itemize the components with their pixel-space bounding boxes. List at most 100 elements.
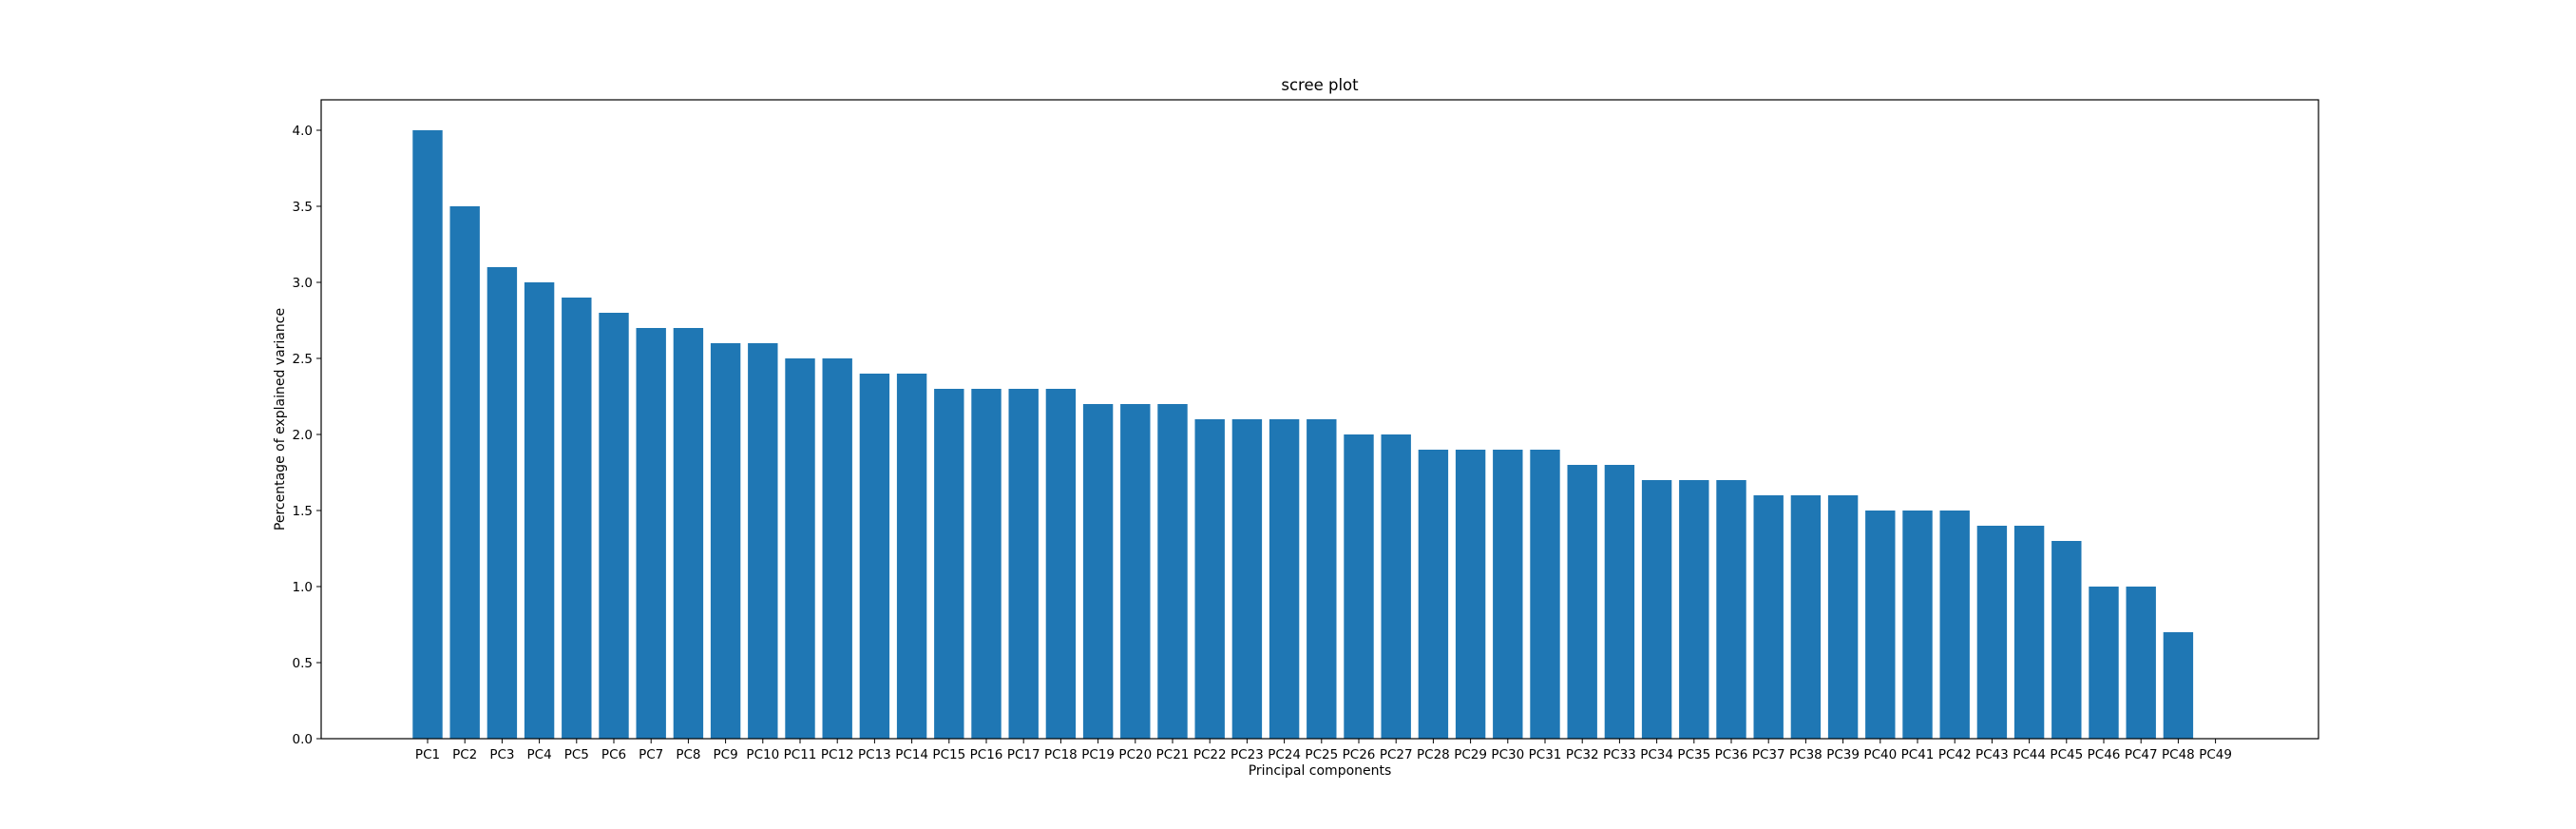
x-tick-label: PC24 — [1268, 747, 1301, 762]
bar-pc30 — [1493, 450, 1523, 739]
bar-pc13 — [859, 374, 890, 739]
bar-pc34 — [1641, 480, 1672, 739]
y-axis: 0.0 0.5 1.0 1.5 2.0 2.5 3.0 3.5 4.0 — [293, 124, 321, 747]
bar-pc8 — [673, 328, 704, 739]
x-tick-label: PC3 — [489, 747, 514, 762]
x-tick-label: PC23 — [1231, 747, 1264, 762]
bar-pc11 — [785, 358, 815, 739]
x-axis: PC1 PC2 PC3 PC4 PC5 PC6 PC7 PC8 PC9 PC10 PC11 PC12 P… — [415, 739, 2232, 762]
x-tick-label: PC19 — [1081, 747, 1115, 762]
x-tick-label: PC40 — [1863, 747, 1897, 762]
x-tick-label: PC21 — [1156, 747, 1190, 762]
x-tick-label: PC25 — [1305, 747, 1338, 762]
bars-group — [412, 130, 2194, 739]
x-tick-label: PC38 — [1789, 747, 1822, 762]
x-tick-label: PC45 — [2050, 747, 2083, 762]
x-tick-label: PC22 — [1193, 747, 1227, 762]
bar-pc31 — [1530, 450, 1560, 739]
x-tick-label: PC26 — [1343, 747, 1376, 762]
bar-pc12 — [822, 358, 852, 739]
x-tick-label: PC35 — [1677, 747, 1710, 762]
y-tick-label: 2.5 — [293, 352, 313, 367]
x-tick-label: PC2 — [452, 747, 477, 762]
bar-pc25 — [1307, 419, 1337, 739]
bar-pc37 — [1753, 495, 1784, 739]
x-tick-label: PC48 — [2162, 747, 2195, 762]
y-tick-label: 0.5 — [293, 656, 313, 671]
y-tick-label: 3.0 — [293, 276, 313, 291]
bar-pc14 — [896, 374, 927, 739]
x-tick-label: PC43 — [1975, 747, 2009, 762]
bar-pc38 — [1790, 495, 1822, 739]
x-tick-label: PC27 — [1380, 747, 1413, 762]
x-tick-label: PC14 — [895, 747, 928, 762]
bar-pc17 — [1008, 389, 1039, 739]
x-tick-label: PC10 — [746, 747, 779, 762]
bar-pc5 — [562, 298, 592, 739]
x-tick-label: PC39 — [1826, 747, 1860, 762]
bar-pc33 — [1604, 465, 1635, 739]
bar-pc9 — [710, 343, 741, 739]
x-tick-label: PC28 — [1417, 747, 1450, 762]
bar-pc16 — [971, 389, 1002, 739]
y-tick-label: 1.5 — [293, 504, 313, 519]
x-tick-label: PC37 — [1752, 747, 1785, 762]
x-tick-label: PC16 — [970, 747, 1003, 762]
bar-pc19 — [1082, 404, 1114, 739]
x-tick-label: PC13 — [858, 747, 891, 762]
x-tick-label: PC36 — [1715, 747, 1748, 762]
bar-pc23 — [1231, 419, 1263, 739]
x-tick-label: PC7 — [639, 747, 663, 762]
y-tick-label: 1.0 — [293, 580, 313, 595]
plot-frame — [320, 99, 2319, 740]
x-tick-label: PC31 — [1529, 747, 1562, 762]
bar-pc22 — [1194, 419, 1225, 739]
x-tick-label: PC8 — [676, 747, 700, 762]
bar-pc2 — [449, 206, 480, 739]
chart-title: scree plot — [1281, 76, 1359, 94]
bar-pc42 — [1939, 511, 1970, 739]
y-tick-label: 3.5 — [293, 200, 313, 215]
x-tick-label: PC4 — [527, 747, 552, 762]
bar-pc26 — [1344, 434, 1374, 739]
x-tick-label: PC9 — [714, 747, 738, 762]
bar-pc44 — [2013, 526, 2045, 739]
bar-pc48 — [2163, 632, 2194, 739]
x-tick-label: PC33 — [1603, 747, 1636, 762]
x-tick-label: PC34 — [1640, 747, 1673, 762]
bar-pc15 — [934, 389, 964, 739]
y-tick-label: 4.0 — [293, 124, 313, 139]
x-tick-label: PC42 — [1938, 747, 1972, 762]
bar-pc35 — [1679, 480, 1709, 739]
x-tick-label: PC1 — [415, 747, 440, 762]
bar-pc18 — [1045, 389, 1077, 739]
bar-pc6 — [599, 313, 629, 739]
x-tick-label: PC32 — [1566, 747, 1599, 762]
bar-pc24 — [1269, 419, 1300, 739]
x-tick-label: PC11 — [784, 747, 817, 762]
bar-pc4 — [524, 282, 555, 739]
x-tick-label: PC6 — [601, 747, 626, 762]
bar-pc45 — [2051, 541, 2082, 739]
bar-pc28 — [1418, 450, 1449, 739]
x-tick-label: PC18 — [1044, 747, 1078, 762]
bar-pc47 — [2126, 587, 2156, 739]
x-tick-label: PC17 — [1007, 747, 1040, 762]
bar-pc21 — [1157, 404, 1188, 739]
x-tick-label: PC12 — [821, 747, 854, 762]
x-tick-label: PC47 — [2125, 747, 2158, 762]
x-tick-label: PC5 — [564, 747, 589, 762]
y-tick-label: 0.0 — [293, 732, 313, 747]
bar-pc27 — [1381, 434, 1411, 739]
x-tick-label: PC44 — [2013, 747, 2046, 762]
x-tick-label: PC49 — [2199, 747, 2232, 762]
bar-pc46 — [2089, 587, 2119, 739]
y-axis-label: Percentage of explained variance — [273, 308, 288, 530]
x-tick-label: PC46 — [2088, 747, 2121, 762]
bar-pc20 — [1120, 404, 1151, 739]
bar-pc1 — [412, 130, 443, 739]
bar-pc39 — [1827, 495, 1859, 739]
bar-pc29 — [1455, 450, 1486, 739]
x-tick-label: PC29 — [1454, 747, 1487, 762]
